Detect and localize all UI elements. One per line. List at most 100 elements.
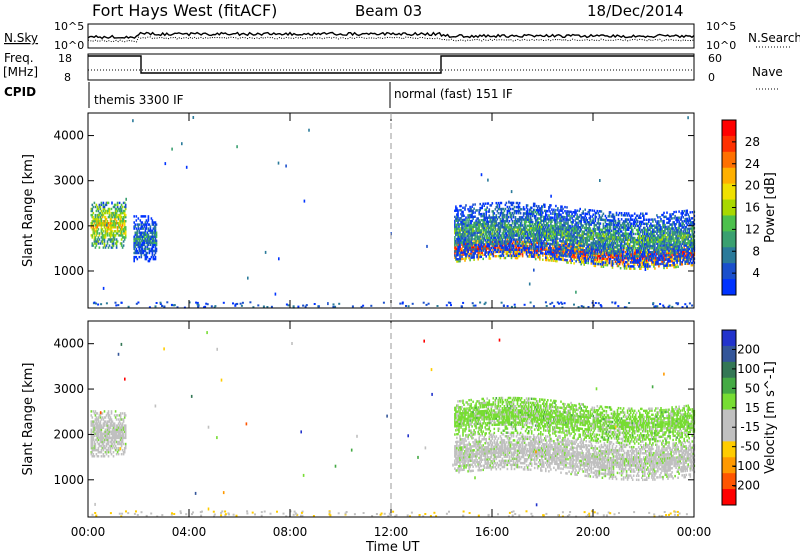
data-cell — [580, 216, 582, 219]
data-cell — [113, 226, 116, 229]
data-cell — [626, 248, 629, 252]
data-cell — [572, 221, 574, 224]
data-cell — [469, 242, 471, 245]
data-cell — [124, 230, 127, 233]
data-cell — [630, 265, 633, 268]
data-cell — [562, 228, 564, 231]
data-cell — [526, 216, 529, 219]
data-cell — [558, 243, 560, 247]
data-cell — [539, 207, 541, 210]
data-cell — [560, 227, 562, 231]
data-cell — [550, 238, 552, 242]
data-cell — [605, 251, 608, 255]
data-cell — [490, 216, 493, 219]
data-cell — [541, 241, 543, 245]
data-cell — [612, 252, 615, 255]
data-cell — [565, 240, 567, 243]
data-cell — [133, 239, 135, 242]
data-cell — [535, 227, 538, 230]
data-cell — [94, 217, 97, 221]
data-cell — [490, 224, 493, 227]
data-cell — [589, 243, 592, 246]
data-cell — [649, 257, 651, 260]
data-cell — [501, 232, 504, 235]
data-cell — [471, 256, 473, 259]
data-cell — [556, 223, 558, 226]
data-cell — [590, 229, 593, 232]
data-cell — [134, 231, 137, 234]
freq-trace — [88, 55, 694, 74]
data-cell — [148, 235, 151, 238]
data-cell — [154, 225, 157, 228]
data-cell — [568, 232, 570, 236]
data-cell — [549, 259, 551, 262]
data-cell — [513, 205, 516, 209]
data-cell — [623, 212, 626, 215]
data-cell — [692, 255, 695, 259]
data-cell — [522, 242, 525, 246]
data-cell — [458, 241, 460, 244]
data-cell — [529, 226, 532, 230]
data-cell — [556, 245, 558, 248]
data-cell — [617, 254, 620, 257]
data-cell — [599, 252, 602, 256]
data-cell — [539, 209, 541, 212]
data-cell — [481, 204, 483, 208]
data-cell — [528, 212, 531, 215]
data-cell — [599, 240, 602, 244]
data-cell — [495, 250, 498, 254]
data-cell — [587, 210, 589, 214]
data-cell — [622, 259, 625, 262]
data-cell — [455, 205, 457, 208]
data-cell — [610, 251, 613, 255]
data-cell — [117, 215, 120, 219]
data-cell — [588, 243, 591, 246]
data-cell — [524, 224, 527, 227]
data-cell — [610, 247, 613, 251]
data-cell — [485, 210, 487, 213]
data-cell — [479, 221, 481, 224]
data-cell — [582, 247, 584, 250]
data-cell — [615, 211, 618, 215]
data-cell — [615, 244, 618, 247]
data-cell — [467, 248, 469, 252]
data-cell — [615, 258, 618, 261]
data-cell — [150, 229, 153, 232]
data-cell — [561, 225, 563, 229]
data-cell — [474, 252, 476, 255]
data-cell — [114, 209, 117, 213]
data-cell — [113, 224, 116, 227]
data-cell — [497, 207, 500, 211]
data-cell — [473, 242, 475, 245]
data-cell — [595, 246, 598, 249]
data-cell — [579, 256, 581, 260]
data-cell — [603, 253, 606, 256]
data-cell — [592, 246, 595, 249]
data-cell — [572, 235, 574, 238]
data-cell — [107, 226, 110, 229]
data-cell — [587, 229, 589, 232]
data-cell — [502, 211, 505, 215]
data-cell — [556, 260, 558, 263]
data-cell — [613, 215, 616, 218]
data-cell — [534, 229, 537, 232]
data-cell — [107, 228, 110, 231]
data-cell — [459, 239, 461, 243]
data-cell — [92, 220, 95, 223]
data-cell — [538, 213, 540, 216]
data-cell — [533, 249, 536, 252]
data-cell — [576, 252, 578, 255]
data-cell — [112, 240, 115, 243]
data-cell — [539, 229, 541, 232]
data-cell — [543, 236, 545, 239]
data-cell — [106, 220, 109, 223]
data-cell — [503, 226, 506, 229]
data-cell — [103, 244, 106, 247]
data-cell — [524, 216, 527, 219]
data-cell — [475, 243, 477, 247]
data-cell — [609, 239, 612, 242]
data-cell — [481, 206, 483, 210]
data-cell — [593, 248, 596, 251]
data-cell — [478, 223, 480, 226]
data-cell — [509, 211, 512, 215]
